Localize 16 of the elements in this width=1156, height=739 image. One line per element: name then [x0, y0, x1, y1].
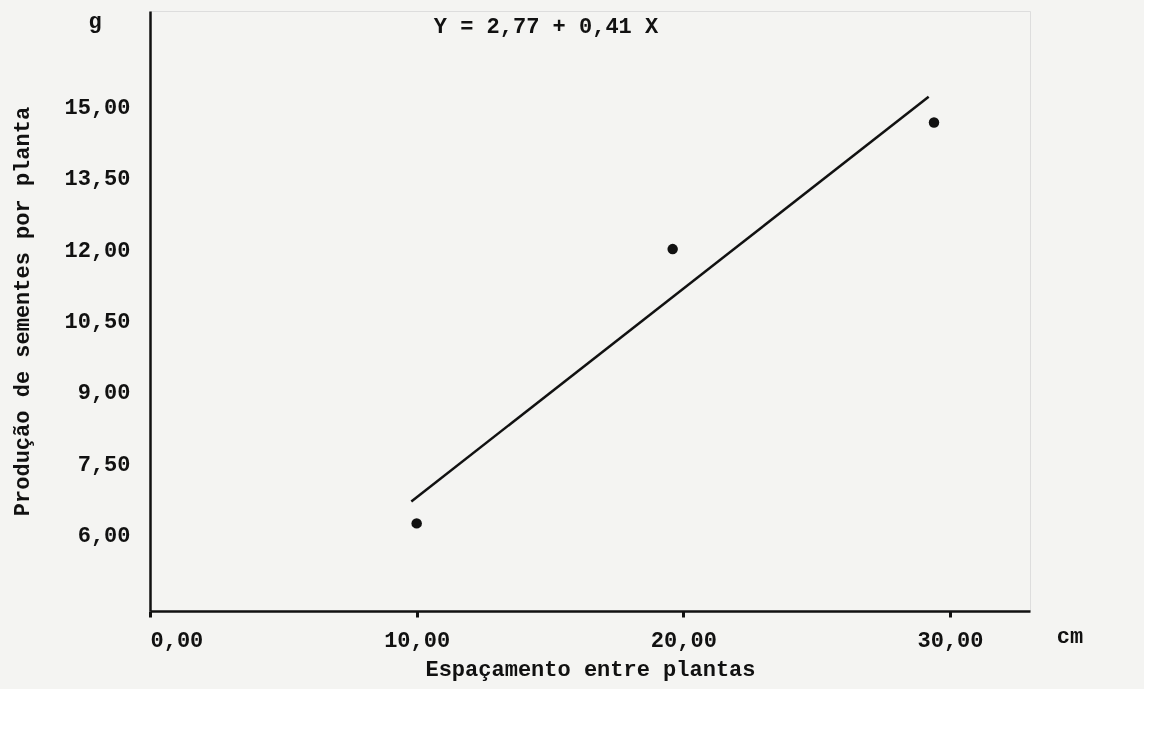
x-tick-label: 30,00: [917, 628, 984, 654]
x-axis-title: Espaçamento entre plantas: [425, 657, 756, 683]
annotation: Y = 2,77 + 0,41 X: [433, 15, 660, 40]
y-tick-label: 13,50: [64, 167, 131, 193]
y-axis-title: Produção de sementes por planta: [11, 106, 37, 517]
y-tick-label: 9,00: [77, 381, 131, 407]
x-tick-label: 0,00: [150, 628, 204, 654]
x-tick-label: 10,00: [384, 628, 451, 654]
y-tick-label: 10,50: [64, 310, 131, 336]
y-tick-label: 7,50: [77, 452, 131, 478]
x-tick-label: 20,00: [650, 628, 717, 654]
text: cm: [1056, 625, 1084, 650]
y-tick-label: 12,00: [64, 238, 131, 264]
text: g: [88, 10, 102, 35]
y-tick-label: 6,00: [77, 524, 131, 550]
y-tick-label: 15,00: [64, 95, 131, 121]
